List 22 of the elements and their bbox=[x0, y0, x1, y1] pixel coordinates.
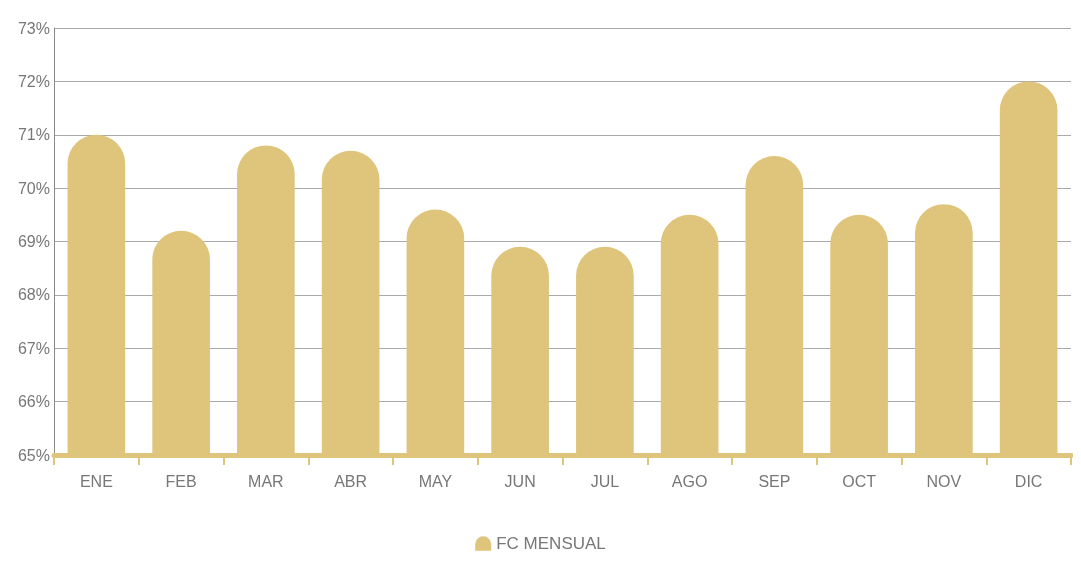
legend-label: FC MENSUAL bbox=[496, 534, 606, 553]
y-tick-label: 70% bbox=[17, 179, 50, 197]
x-tick-label: JUN bbox=[504, 472, 536, 490]
x-tick-label: MAY bbox=[418, 472, 453, 490]
y-tick-label: 71% bbox=[17, 126, 50, 144]
x-tick-label: JUL bbox=[590, 472, 620, 490]
x-tick-label: NOV bbox=[926, 472, 962, 490]
y-tick-label: 65% bbox=[17, 446, 50, 464]
y-tick-label: 69% bbox=[17, 233, 50, 250]
y-tick-label: 68% bbox=[17, 286, 50, 304]
y-tick-label: 73% bbox=[17, 19, 50, 37]
x-tick-label: DIC bbox=[1014, 472, 1043, 490]
y-tick-label: 72% bbox=[17, 72, 50, 90]
x-tick-label: FEB bbox=[165, 472, 197, 490]
x-tick-label: AGO bbox=[671, 472, 708, 490]
y-tick-label: 67% bbox=[17, 339, 50, 357]
x-tick-label: SEP bbox=[758, 472, 791, 490]
y-tick-label: 66% bbox=[17, 393, 50, 411]
x-tick-label: ENE bbox=[79, 472, 113, 490]
x-tick-label: ABR bbox=[334, 472, 368, 490]
x-tick-label: MAR bbox=[248, 472, 284, 490]
x-tick-label: OCT bbox=[842, 472, 877, 490]
